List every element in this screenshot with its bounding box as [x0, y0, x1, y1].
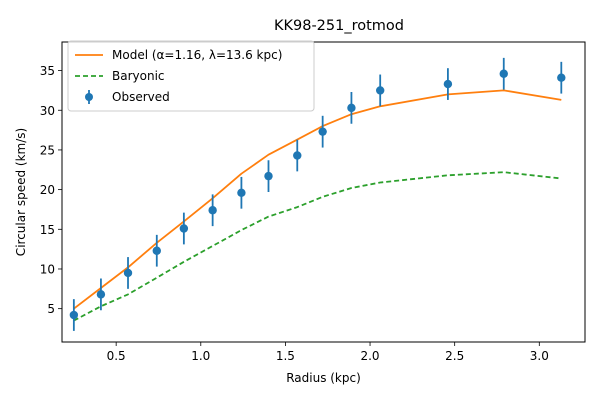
observed-point	[208, 206, 217, 215]
axes-frame	[61, 41, 586, 343]
legend-observed-marker	[85, 93, 93, 101]
observed-point	[347, 103, 356, 113]
legend-observed-label: Observed	[112, 90, 170, 104]
y-tick-label: 5	[47, 302, 55, 316]
observed-point	[237, 188, 246, 197]
x-tick-label: 2.0	[360, 349, 379, 363]
model-series-line	[73, 89, 562, 310]
observed-point	[318, 127, 327, 136]
observed-point	[376, 86, 385, 95]
y-tick-label: 20	[40, 183, 55, 197]
legend-model-label: Model (α=1.16, λ=13.6 kpc)	[112, 48, 282, 62]
y-axis-label: Circular speed (km/s)	[14, 128, 28, 256]
observed-point	[557, 73, 566, 82]
baryonic-series-line	[73, 171, 562, 322]
observed-point	[96, 290, 106, 299]
plot-area	[69, 57, 566, 331]
y-tick-label: 10	[40, 262, 55, 276]
y-tick-label: 15	[40, 223, 55, 237]
observed-point	[499, 69, 508, 78]
observed-point	[152, 246, 161, 255]
x-tick-label: 3.0	[530, 349, 549, 363]
legend: Model (α=1.16, λ=13.6 kpc) Baryonic Obse…	[67, 40, 315, 112]
x-axis-label: Radius (kpc)	[286, 371, 361, 385]
observed-point	[123, 268, 133, 278]
y-tick-label: 35	[40, 64, 55, 78]
x-tick-label: 2.5	[445, 349, 464, 363]
observed-point	[264, 171, 273, 181]
y-tick-label: 30	[40, 104, 55, 118]
observed-point	[443, 79, 453, 89]
chart-title: KK98-251_rotmod	[274, 18, 404, 34]
x-tick-label: 0.5	[107, 349, 126, 363]
observed-point	[293, 151, 302, 160]
observed-point	[69, 310, 79, 320]
legend-baryonic-label: Baryonic	[112, 69, 165, 83]
legend-box	[67, 40, 315, 112]
x-tick-label: 1.0	[191, 349, 210, 363]
observed-point	[179, 224, 189, 233]
y-tick-label: 25	[40, 143, 55, 157]
ticks: 0.5 1.0 1.5 2.0 2.5 3.0 5 10 15 20 25 30 35	[40, 64, 549, 363]
x-tick-label: 1.5	[276, 349, 295, 363]
